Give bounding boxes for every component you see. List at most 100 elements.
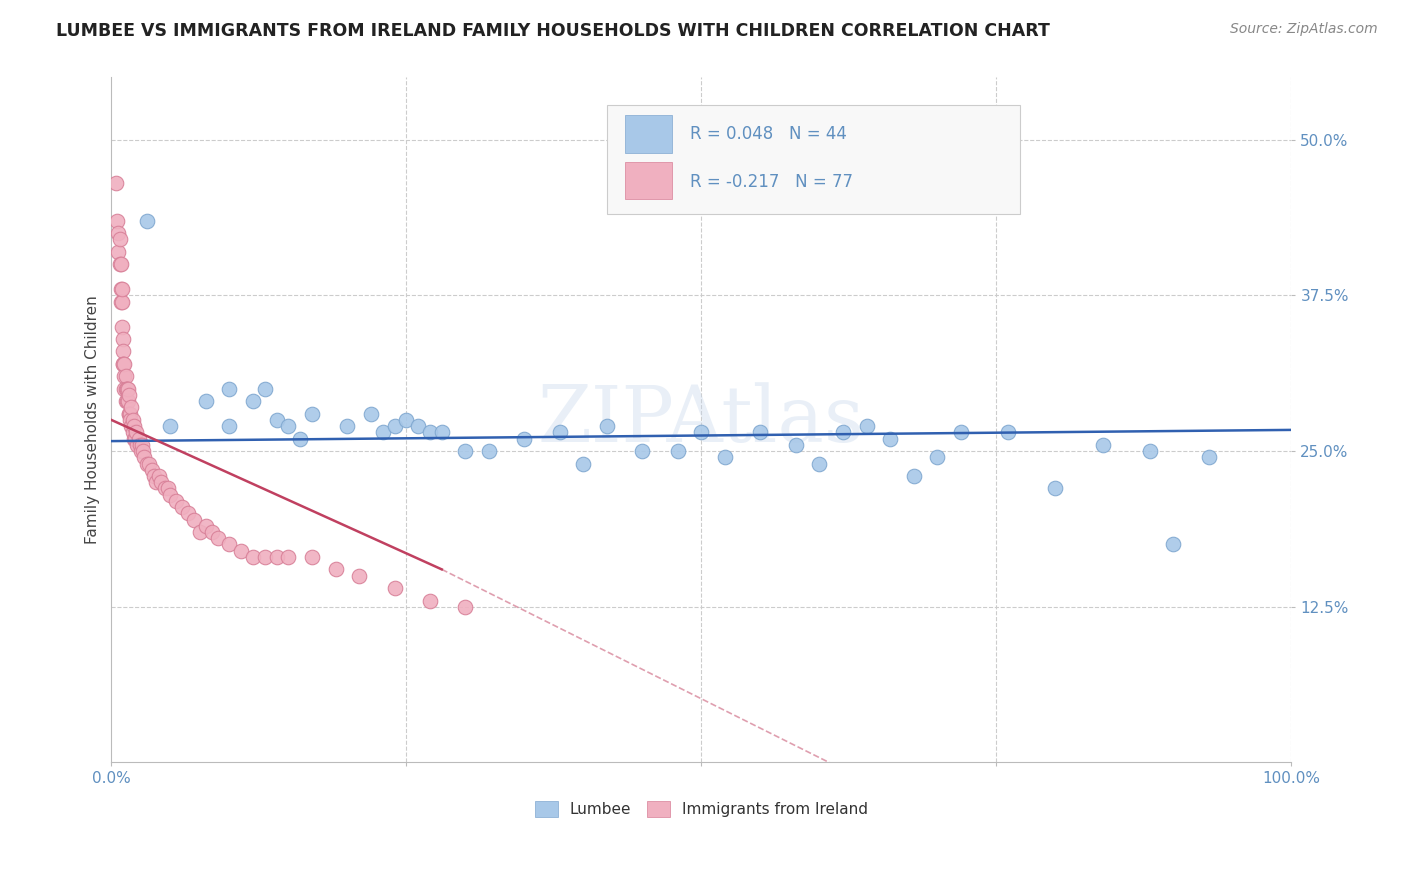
Point [714,450,737,465]
Point [301,407,323,421]
Point [406,419,429,434]
Point [949,425,972,440]
Point [242,394,264,409]
Point [419,425,441,440]
Point [115,382,138,396]
Point [1139,444,1161,458]
Point [135,213,157,227]
Point [218,382,240,396]
Point [253,382,276,396]
Point [117,394,139,409]
Point [141,463,163,477]
Point [218,537,240,551]
Point [371,425,394,440]
Point [253,549,276,564]
Point [201,524,224,539]
Point [384,581,406,595]
Point [785,438,807,452]
Point [124,432,146,446]
Point [927,450,949,465]
Point [218,419,240,434]
Point [117,382,139,396]
Point [478,444,501,458]
Point [112,357,135,371]
Point [111,294,134,309]
Point [159,419,181,434]
Y-axis label: Family Households with Children: Family Households with Children [86,295,100,544]
Point [110,282,132,296]
Point [138,457,160,471]
Point [548,425,571,440]
Point [145,475,167,490]
Point [127,438,149,452]
Point [231,543,253,558]
Point [112,357,135,371]
Point [177,506,200,520]
Point [832,425,855,440]
Point [112,344,135,359]
Point [290,432,312,446]
Point [631,444,654,458]
Point [129,444,152,458]
Point [108,232,131,246]
Point [1045,482,1067,496]
Legend: Lumbee, Immigrants from Ireland: Lumbee, Immigrants from Ireland [529,795,875,823]
Point [118,388,141,402]
Point [301,549,323,564]
Point [132,444,155,458]
Point [1161,537,1184,551]
Point [430,425,453,440]
Point [112,369,135,384]
Point [148,469,170,483]
Point [121,401,143,415]
Text: R = 0.048   N = 44: R = 0.048 N = 44 [689,125,846,144]
Point [1091,438,1114,452]
Text: ZIPAtlas: ZIPAtlas [538,382,865,458]
Point [277,549,299,564]
Point [121,419,143,434]
Point [188,524,211,539]
Point [122,432,145,446]
FancyBboxPatch shape [607,105,1019,214]
Point [855,419,877,434]
Point [115,382,138,396]
Point [419,593,441,607]
Point [135,457,157,471]
Point [172,500,194,515]
Point [128,432,150,446]
Point [690,425,713,440]
Point [112,382,135,396]
Point [165,494,187,508]
Point [266,413,288,427]
Point [336,419,359,434]
Point [134,450,156,465]
Point [666,444,689,458]
Point [121,425,143,440]
Point [125,425,148,440]
Point [157,482,180,496]
Point [194,394,217,409]
Point [121,413,143,427]
Point [114,394,136,409]
Text: LUMBEE VS IMMIGRANTS FROM IRELAND FAMILY HOUSEHOLDS WITH CHILDREN CORRELATION CH: LUMBEE VS IMMIGRANTS FROM IRELAND FAMILY… [56,22,1050,40]
Point [194,518,217,533]
Point [159,488,181,502]
Point [112,332,135,346]
Point [120,413,142,427]
Point [384,419,406,434]
Point [183,512,205,526]
Point [347,568,370,582]
Point [112,357,135,371]
Point [105,213,128,227]
Point [107,244,129,259]
Point [114,369,136,384]
Point [118,407,141,421]
Text: Source: ZipAtlas.com: Source: ZipAtlas.com [1230,22,1378,37]
Point [572,457,595,471]
Point [242,549,264,564]
Text: R = -0.217   N = 77: R = -0.217 N = 77 [689,172,852,191]
Point [207,531,229,545]
Point [1198,450,1220,465]
Point [395,413,418,427]
Point [105,176,128,190]
